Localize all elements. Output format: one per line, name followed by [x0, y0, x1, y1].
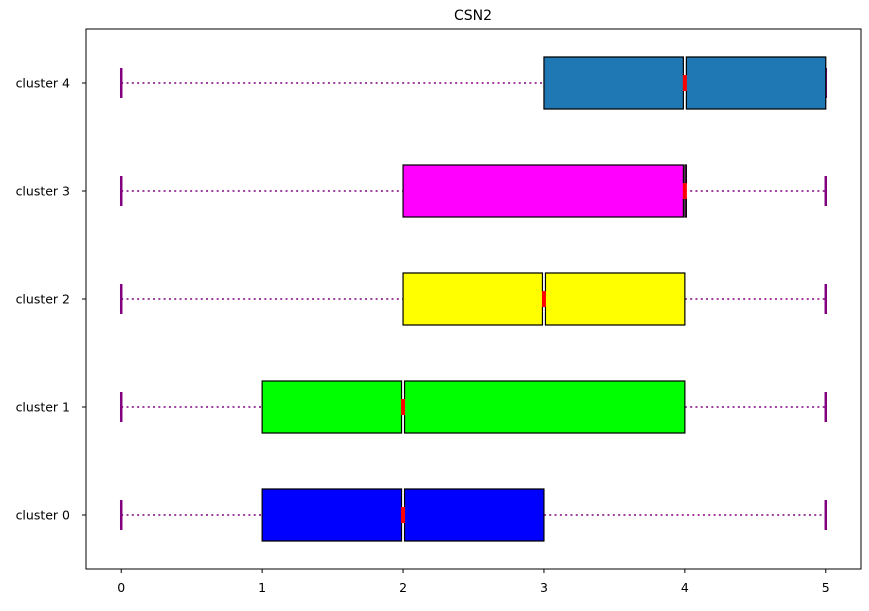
x-tick-label: 1: [258, 580, 266, 595]
x-axis: 0 1 2 3 4 5: [117, 569, 830, 595]
y-tick-label: cluster 0: [16, 508, 70, 523]
x-tick-label: 0: [117, 580, 125, 595]
y-axis: cluster 0 cluster 1 cluster 2 cluster 3 clus…: [16, 76, 86, 523]
box-group: [119, 380, 828, 434]
plot-area: [119, 56, 828, 542]
y-tick-label: cluster 4: [16, 76, 70, 91]
y-tick-label: cluster 3: [16, 184, 70, 199]
x-tick-label: 3: [540, 580, 548, 595]
chart-title: CSN2: [454, 8, 492, 24]
y-tick-label: cluster 2: [16, 292, 70, 307]
box-group: [119, 488, 828, 542]
box-group: [119, 164, 828, 218]
x-tick-label: 5: [822, 580, 830, 595]
x-tick-label: 2: [399, 580, 407, 595]
box-body: [402, 164, 687, 218]
box-group: [119, 272, 828, 326]
box-group: [119, 56, 828, 110]
y-tick-label: cluster 1: [16, 400, 70, 415]
x-tick-label: 4: [681, 580, 689, 595]
box-body: [261, 380, 686, 434]
